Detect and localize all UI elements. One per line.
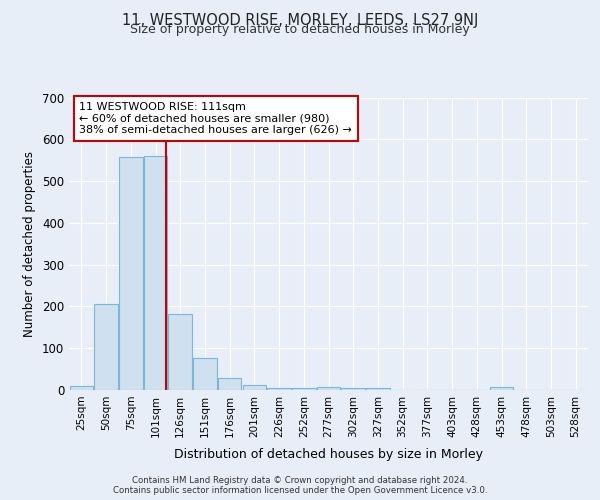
Bar xyxy=(490,387,513,390)
Bar xyxy=(94,304,118,390)
Bar xyxy=(193,358,217,390)
Bar xyxy=(218,378,241,390)
Bar xyxy=(144,156,167,390)
Text: Contains HM Land Registry data © Crown copyright and database right 2024.: Contains HM Land Registry data © Crown c… xyxy=(132,476,468,485)
Bar xyxy=(242,385,266,390)
Bar xyxy=(292,388,316,390)
Text: 11, WESTWOOD RISE, MORLEY, LEEDS, LS27 9NJ: 11, WESTWOOD RISE, MORLEY, LEEDS, LS27 9… xyxy=(122,12,478,28)
X-axis label: Distribution of detached houses by size in Morley: Distribution of detached houses by size … xyxy=(174,448,483,461)
Bar xyxy=(366,388,389,390)
Y-axis label: Number of detached properties: Number of detached properties xyxy=(23,151,37,337)
Bar xyxy=(317,386,340,390)
Bar xyxy=(119,158,143,390)
Bar xyxy=(70,386,93,390)
Bar xyxy=(341,388,365,390)
Text: 11 WESTWOOD RISE: 111sqm
← 60% of detached houses are smaller (980)
38% of semi-: 11 WESTWOOD RISE: 111sqm ← 60% of detach… xyxy=(79,102,352,135)
Bar xyxy=(268,388,291,390)
Text: Contains public sector information licensed under the Open Government Licence v3: Contains public sector information licen… xyxy=(113,486,487,495)
Bar xyxy=(169,314,192,390)
Text: Size of property relative to detached houses in Morley: Size of property relative to detached ho… xyxy=(130,24,470,36)
